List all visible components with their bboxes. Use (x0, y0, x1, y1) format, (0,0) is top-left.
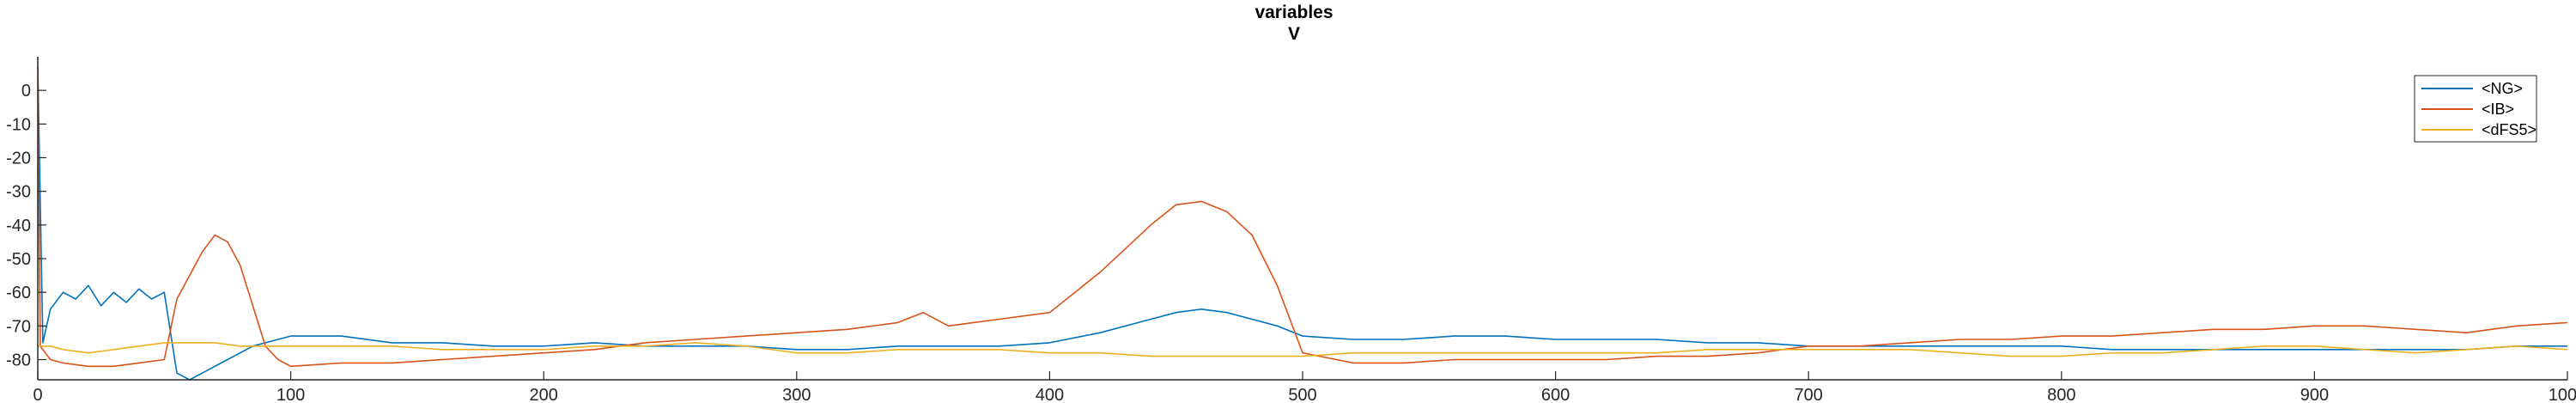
legend-label-dfs5: <dFS5> (2482, 121, 2537, 138)
legend-label-ib: <IB> (2482, 101, 2514, 118)
x-tick-label: 800 (2047, 386, 2075, 403)
y-tick-label: -70 (6, 317, 31, 336)
x-tick-label: 100 (276, 386, 305, 403)
x-tick-label: 500 (1288, 386, 1316, 403)
series-layer (38, 66, 2567, 380)
series-line-0 (38, 66, 2567, 380)
x-tick-label: 700 (1795, 386, 1823, 403)
legend: <NG> <IB> <dFS5> (2414, 75, 2537, 143)
chart-subtitle: V (1288, 24, 1300, 44)
series-line-2 (38, 342, 2567, 357)
x-tick-label: 600 (1541, 386, 1570, 403)
y-tick-label: -20 (6, 150, 31, 168)
legend-label-ng: <NG> (2482, 80, 2523, 97)
x-tick-label: 400 (1036, 386, 1064, 403)
y-tick-label: 0 (21, 82, 31, 101)
y-tick-label: -80 (6, 351, 31, 370)
x-tick-label: 200 (530, 386, 558, 403)
chart-title: variables (1255, 3, 1333, 22)
y-tick-label: -30 (6, 183, 31, 202)
x-tick-label: 900 (2300, 386, 2329, 403)
x-tick-label: 300 (782, 386, 811, 403)
y-tick-label: -10 (6, 115, 31, 134)
y-tick-label: -60 (6, 284, 31, 302)
y-axis-ticks: 0 -10 -20 -30 -40 -50 -60 -70 -80 (6, 82, 46, 370)
x-tick-label: 0 (33, 386, 42, 403)
y-tick-label: -40 (6, 217, 31, 235)
y-tick-label: -50 (6, 250, 31, 269)
series-line-1 (38, 66, 2567, 368)
